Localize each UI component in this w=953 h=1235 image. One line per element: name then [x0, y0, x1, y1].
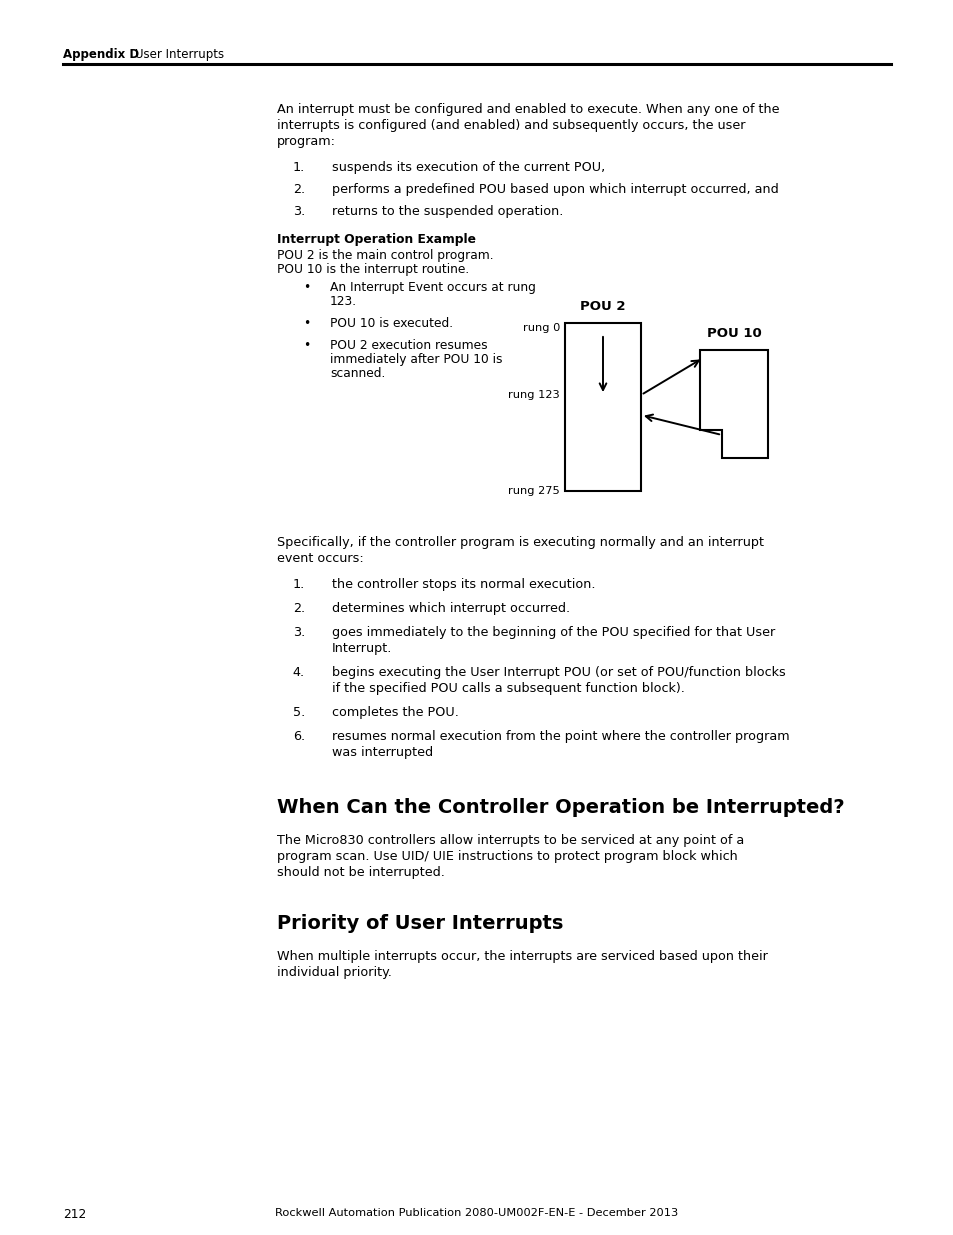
- Text: scanned.: scanned.: [330, 367, 385, 380]
- Text: Specifically, if the controller program is executing normally and an interrupt: Specifically, if the controller program …: [276, 536, 763, 550]
- Text: if the specified POU calls a subsequent function block).: if the specified POU calls a subsequent …: [332, 682, 684, 695]
- Text: 212: 212: [63, 1208, 86, 1221]
- Text: performs a predefined POU based upon which interrupt occurred, and: performs a predefined POU based upon whi…: [332, 183, 778, 196]
- Text: returns to the suspended operation.: returns to the suspended operation.: [332, 205, 563, 219]
- Text: The Micro830 controllers allow interrupts to be serviced at any point of a: The Micro830 controllers allow interrupt…: [276, 834, 743, 847]
- Text: Appendix D: Appendix D: [63, 48, 139, 61]
- Text: determines which interrupt occurred.: determines which interrupt occurred.: [332, 601, 570, 615]
- Text: POU 2: POU 2: [579, 300, 625, 312]
- Text: 3.: 3.: [293, 626, 305, 638]
- Text: the controller stops its normal execution.: the controller stops its normal executio…: [332, 578, 595, 592]
- Text: •: •: [302, 282, 310, 294]
- Text: An interrupt must be configured and enabled to execute. When any one of the: An interrupt must be configured and enab…: [276, 103, 779, 116]
- Text: When multiple interrupts occur, the interrupts are serviced based upon their: When multiple interrupts occur, the inte…: [276, 950, 767, 963]
- Bar: [564, 324, 640, 492]
- Polygon shape: [700, 350, 767, 458]
- Text: User Interrupts: User Interrupts: [135, 48, 224, 61]
- Text: completes the POU.: completes the POU.: [332, 706, 458, 719]
- Text: POU 10 is executed.: POU 10 is executed.: [330, 317, 453, 330]
- Text: suspends its execution of the current POU,: suspends its execution of the current PO…: [332, 161, 604, 174]
- Text: begins executing the User Interrupt POU (or set of POU/function blocks: begins executing the User Interrupt POU …: [332, 666, 785, 679]
- Text: interrupts is configured (and enabled) and subsequently occurs, the user: interrupts is configured (and enabled) a…: [276, 119, 744, 132]
- Text: 2.: 2.: [293, 601, 305, 615]
- Text: 3.: 3.: [293, 205, 305, 219]
- Text: event occurs:: event occurs:: [276, 552, 363, 564]
- Text: immediately after POU 10 is: immediately after POU 10 is: [330, 353, 502, 366]
- Text: Interrupt Operation Example: Interrupt Operation Example: [276, 233, 476, 246]
- Text: POU 2 is the main control program.: POU 2 is the main control program.: [276, 249, 493, 262]
- Text: •: •: [302, 338, 310, 352]
- Text: individual priority.: individual priority.: [276, 966, 392, 979]
- Text: 4.: 4.: [293, 666, 305, 679]
- Text: goes immediately to the beginning of the POU specified for that User: goes immediately to the beginning of the…: [332, 626, 775, 638]
- Text: Interrupt.: Interrupt.: [332, 642, 392, 655]
- Text: rung 275: rung 275: [508, 487, 559, 496]
- Text: 1.: 1.: [293, 578, 305, 592]
- Text: 1.: 1.: [293, 161, 305, 174]
- Text: rung 123: rung 123: [508, 390, 559, 400]
- Text: 6.: 6.: [293, 730, 305, 743]
- Text: •: •: [302, 317, 310, 330]
- Text: program scan. Use UID/ UIE instructions to protect program block which: program scan. Use UID/ UIE instructions …: [276, 850, 737, 863]
- Text: program:: program:: [276, 135, 335, 148]
- Text: An Interrupt Event occurs at rung: An Interrupt Event occurs at rung: [330, 282, 536, 294]
- Text: POU 10: POU 10: [706, 327, 760, 340]
- Text: Rockwell Automation Publication 2080-UM002F-EN-E - December 2013: Rockwell Automation Publication 2080-UM0…: [275, 1208, 678, 1218]
- Text: POU 2 execution resumes: POU 2 execution resumes: [330, 338, 487, 352]
- Text: Priority of User Interrupts: Priority of User Interrupts: [276, 914, 563, 932]
- Text: 2.: 2.: [293, 183, 305, 196]
- Text: rung 0: rung 0: [522, 324, 559, 333]
- Text: When Can the Controller Operation be Interrupted?: When Can the Controller Operation be Int…: [276, 798, 843, 818]
- Text: POU 10 is the interrupt routine.: POU 10 is the interrupt routine.: [276, 263, 469, 275]
- Text: should not be interrupted.: should not be interrupted.: [276, 866, 444, 879]
- Text: 123.: 123.: [330, 295, 356, 308]
- Text: was interrupted: was interrupted: [332, 746, 433, 760]
- Text: resumes normal execution from the point where the controller program: resumes normal execution from the point …: [332, 730, 789, 743]
- Text: 5.: 5.: [293, 706, 305, 719]
